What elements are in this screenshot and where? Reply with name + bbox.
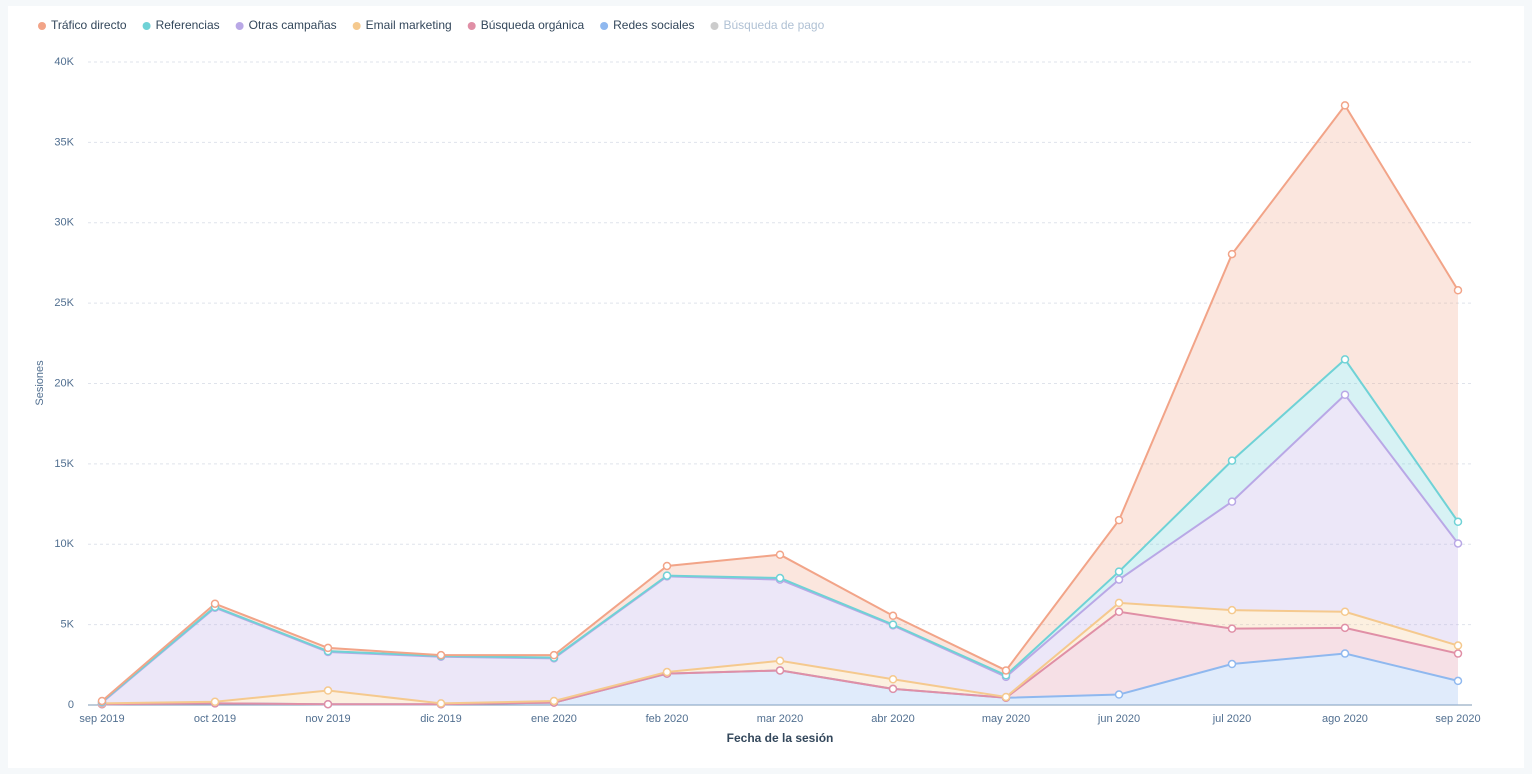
x-tick-label: jul 2020 [1212, 713, 1252, 725]
data-point [1453, 286, 1463, 295]
data-point [1340, 355, 1350, 364]
legend-dot [235, 22, 244, 30]
legend-label: Búsqueda orgánica [481, 18, 585, 32]
x-tick-label: mar 2020 [757, 713, 803, 725]
y-tick-label: 15K [54, 458, 74, 470]
x-tick-label: jun 2020 [1097, 713, 1140, 725]
x-tick-label: nov 2019 [305, 713, 350, 725]
data-point [775, 656, 785, 666]
y-tick-label: 0 [68, 699, 74, 711]
points [97, 101, 1463, 709]
areas [102, 105, 1458, 705]
data-point [1227, 497, 1237, 506]
data-point [323, 686, 333, 695]
data-point [1114, 567, 1124, 576]
data-point [1114, 515, 1124, 525]
data-point [1114, 598, 1124, 608]
data-point [888, 611, 898, 621]
data-point [1114, 607, 1124, 617]
data-point [1114, 690, 1124, 699]
data-point [549, 650, 559, 660]
legend-label: Búsqueda de pago [724, 18, 825, 32]
legend-label: Tráfico directo [51, 18, 127, 32]
x-tick-label: feb 2020 [646, 713, 689, 725]
area-fill [102, 602, 1458, 705]
x-tick-label: ago 2020 [1322, 713, 1368, 725]
data-point [888, 675, 898, 684]
legend-label: Referencias [156, 18, 220, 32]
data-point [549, 696, 559, 706]
data-point [775, 666, 785, 675]
x-tick-label: sep 2020 [1435, 713, 1480, 725]
data-point [1340, 390, 1350, 400]
y-tick-label: 20K [54, 377, 74, 389]
y-tick-label: 25K [54, 297, 74, 309]
data-point [888, 684, 898, 694]
y-axis-title: Sesiones [34, 360, 46, 406]
data-point [1453, 676, 1463, 686]
data-point [323, 699, 333, 709]
x-axis-title: Fecha de la sesión [727, 731, 834, 745]
y-tick-label: 5K [61, 619, 75, 631]
data-point [1340, 101, 1350, 110]
x-tick-label: abr 2020 [871, 713, 914, 725]
data-point [1340, 623, 1350, 633]
data-point [775, 573, 785, 583]
data-point [210, 697, 220, 707]
x-tick-label: sep 2019 [79, 713, 124, 725]
area-fill [102, 394, 1458, 704]
y-tick-label: 10K [54, 538, 74, 550]
data-point [1227, 624, 1237, 633]
data-point [1453, 517, 1463, 526]
data-point [1227, 659, 1237, 669]
legend-label: Email marketing [366, 18, 452, 32]
data-point [662, 571, 672, 580]
data-point [97, 696, 107, 706]
area-fill [102, 653, 1458, 705]
data-point [436, 650, 446, 660]
data-point [1453, 539, 1463, 548]
data-point [1227, 249, 1237, 259]
x-tick-label: dic 2019 [420, 713, 462, 725]
data-point [662, 667, 672, 677]
legend-label: Redes sociales [613, 18, 694, 32]
data-point [1453, 641, 1463, 650]
area-fill [102, 611, 1458, 705]
x-tick-label: ene 2020 [531, 713, 577, 725]
area-fill [102, 105, 1458, 702]
data-point [1227, 605, 1237, 615]
data-point [1114, 575, 1124, 584]
legend-dot [38, 22, 46, 30]
data-point [888, 620, 898, 629]
data-point [1453, 649, 1463, 658]
y-tick-label: 35K [54, 136, 74, 148]
data-point [1001, 666, 1011, 675]
data-point [1340, 649, 1350, 658]
legend-dot [467, 22, 476, 30]
x-tick-label: may 2020 [982, 713, 1030, 725]
data-point [1227, 456, 1237, 465]
card [8, 6, 1524, 768]
legend-dot [142, 22, 151, 30]
data-point [662, 561, 672, 571]
legend-dot [710, 22, 719, 30]
legend-dot [600, 22, 609, 30]
x-tick-label: oct 2019 [194, 713, 236, 725]
data-point [323, 643, 333, 653]
data-point [1001, 692, 1011, 702]
data-point [1340, 607, 1350, 617]
y-tick-label: 30K [54, 217, 74, 229]
area-fill [102, 359, 1458, 703]
data-point [210, 599, 220, 608]
legend-dot [352, 22, 361, 30]
data-point [436, 699, 446, 708]
y-tick-label: 40K [54, 56, 74, 68]
legend-label: Otras campañas [249, 18, 337, 32]
data-point [775, 550, 785, 559]
